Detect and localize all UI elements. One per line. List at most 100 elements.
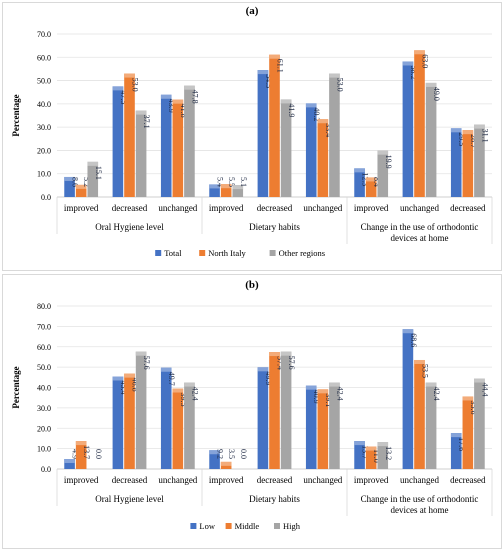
bar: [329, 382, 340, 469]
bar-highlight: [112, 376, 124, 381]
data-label: 0.0: [239, 449, 248, 459]
bar: [257, 367, 269, 469]
bar-highlight: [425, 382, 437, 387]
bar-highlight: [64, 459, 75, 464]
data-label: 49.0: [432, 87, 441, 101]
data-label: 13.2: [384, 446, 393, 460]
y-tick-label: 50.0: [37, 363, 51, 372]
group-label-line: Dietary habits: [249, 222, 300, 232]
bar-highlight: [280, 99, 292, 104]
x-tick-label: improved: [354, 475, 389, 485]
x-tick-label: improved: [64, 203, 99, 213]
data-label: 44.4: [480, 383, 489, 397]
bar-highlight: [112, 86, 124, 91]
bar-highlight: [232, 185, 244, 190]
legend-swatch: [269, 250, 276, 256]
bar: [209, 184, 220, 197]
data-label: 53.5: [421, 364, 430, 378]
legend-label: Low: [199, 521, 215, 531]
legend-label: Middle: [235, 521, 260, 531]
data-label: 49.9: [264, 371, 273, 385]
x-tick-label: improved: [209, 203, 244, 213]
group-label: Change in the use of orthodontic devices …: [361, 222, 479, 243]
bar-highlight: [75, 184, 87, 189]
x-tick-label: decreased: [112, 475, 148, 485]
group-label-line: Oral Hygiene level: [95, 494, 164, 504]
bar-highlight: [462, 130, 474, 135]
data-label: 61.1: [276, 59, 285, 73]
bar: [172, 388, 184, 469]
bar-highlight: [414, 50, 425, 55]
bar: [305, 385, 317, 469]
bar: [160, 94, 172, 197]
x-tick-label: decreased: [112, 203, 148, 213]
bar: [329, 73, 340, 197]
bar: [377, 150, 389, 197]
bar-highlight: [209, 184, 220, 189]
data-label: 45.4: [119, 380, 128, 394]
bar-highlight: [414, 359, 425, 364]
y-tick-label: 70.0: [37, 30, 51, 39]
bar: [414, 50, 425, 197]
bar: [280, 351, 292, 469]
bar-highlight: [474, 124, 485, 129]
data-label: 31.1: [480, 129, 489, 143]
bar: [112, 376, 124, 469]
group-label: Oral Hygiene level: [95, 222, 164, 232]
data-label: 39.1: [324, 393, 333, 407]
bar-highlight: [184, 85, 195, 90]
legend-swatch: [225, 523, 232, 529]
data-label: 39.5: [179, 393, 188, 407]
legend: Total North Italy Other regions: [155, 248, 325, 258]
y-tick-label: 40.0: [37, 384, 51, 393]
x-tick-label: unchanged: [303, 475, 342, 485]
bar-highlight: [402, 61, 414, 66]
data-label: 5.5: [227, 177, 236, 187]
bar-highlight: [160, 367, 172, 372]
bar: [317, 389, 329, 469]
data-label: 8.6: [71, 177, 80, 187]
data-label: 49.7: [167, 372, 176, 386]
data-label: 12.3: [361, 172, 370, 186]
data-label: 53.0: [335, 78, 344, 92]
data-label: 57.6: [287, 356, 296, 370]
data-label: 11.0: [372, 449, 381, 463]
data-label: 42.4: [335, 387, 344, 401]
data-label: 46.8: [131, 378, 140, 392]
bar: [474, 124, 485, 197]
bar-highlight: [269, 352, 280, 357]
bar-highlight: [305, 103, 317, 108]
x-tick-label: improved: [209, 475, 244, 485]
bar: [172, 99, 184, 197]
y-axis-label: Percentage: [11, 94, 21, 136]
bar: [402, 61, 414, 197]
y-tick-label: 0.0: [41, 193, 51, 202]
legend-swatch: [155, 250, 162, 256]
bar: [209, 450, 220, 469]
bar-highlight: [257, 367, 269, 372]
bar: [377, 442, 389, 469]
bar: [124, 373, 135, 469]
bar: [232, 185, 244, 197]
data-label: 42.4: [190, 387, 199, 401]
group-label: Dietary habits: [249, 494, 300, 504]
data-label: 47.5: [119, 90, 128, 104]
data-label: 40.9: [312, 390, 321, 404]
group-label-line: Oral Hygiene level: [95, 222, 164, 232]
legend-swatch: [199, 250, 206, 256]
data-label: 15.1: [94, 166, 103, 180]
x-tick-label: unchanged: [158, 203, 197, 213]
group-label: Dietary habits: [249, 222, 300, 232]
bar-highlight: [75, 441, 87, 446]
group-label-line: Dietary habits: [249, 494, 300, 504]
y-tick-label: 0.0: [41, 465, 51, 474]
bar: [184, 382, 195, 469]
legend-label: High: [283, 521, 301, 531]
bar: [220, 184, 232, 197]
bar-highlight: [87, 161, 99, 166]
data-label: 8.4: [372, 177, 381, 187]
bar-highlight: [64, 176, 75, 181]
x-tick-label: decreased: [257, 475, 293, 485]
bar-highlight: [317, 119, 329, 124]
data-label: 42.4: [432, 387, 441, 401]
